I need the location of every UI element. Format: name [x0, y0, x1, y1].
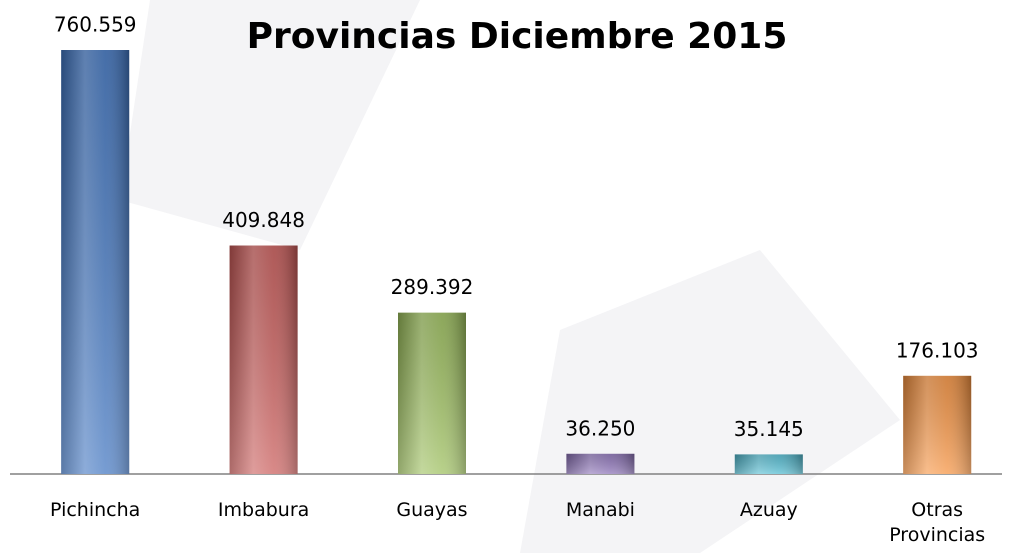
- x-tick-label: Azuay: [739, 499, 798, 521]
- data-label: 176.103: [896, 338, 979, 362]
- chart-title: Provincias Diciembre 2015: [247, 16, 788, 57]
- bar: [734, 454, 803, 474]
- data-label: 36.250: [565, 416, 635, 440]
- x-tick-label: Otras Provincias: [889, 499, 986, 546]
- data-label: 289.392: [391, 275, 474, 299]
- data-label: 409.848: [222, 208, 305, 232]
- data-label: 35.145: [734, 417, 804, 441]
- x-tick-label: Pichincha: [50, 499, 141, 521]
- bar: [566, 453, 635, 474]
- background-shape: [120, 0, 420, 250]
- bar: [229, 245, 298, 474]
- bar: [61, 50, 130, 474]
- x-tick-label: Manabi: [565, 499, 635, 521]
- x-tick-label: Guayas: [396, 499, 468, 521]
- bar: [903, 375, 972, 474]
- x-tick-label: Imbabura: [217, 499, 310, 521]
- bar: [398, 312, 466, 474]
- data-label: 760.559: [54, 13, 137, 37]
- background-shape: [520, 250, 900, 553]
